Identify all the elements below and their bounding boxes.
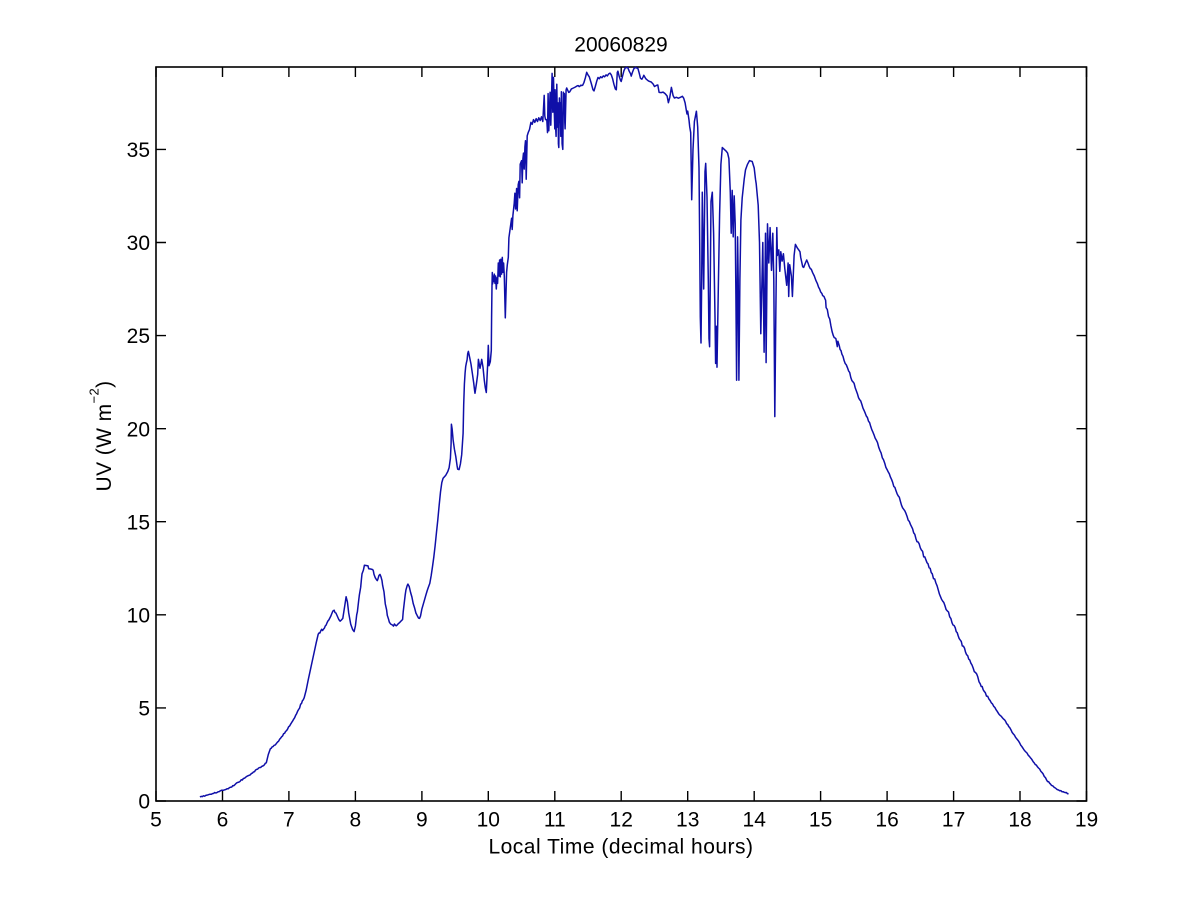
svg-text:15: 15 <box>127 511 150 534</box>
svg-text:35: 35 <box>127 139 150 162</box>
svg-text:18: 18 <box>1008 809 1031 832</box>
svg-text:19: 19 <box>1075 809 1098 832</box>
svg-text:9: 9 <box>416 809 428 832</box>
svg-text:10: 10 <box>477 809 500 832</box>
svg-text:25: 25 <box>127 325 150 348</box>
svg-text:20: 20 <box>127 418 150 441</box>
svg-text:6: 6 <box>217 809 229 832</box>
svg-text:5: 5 <box>150 809 162 832</box>
svg-text:30: 30 <box>127 232 150 255</box>
svg-text:10: 10 <box>127 604 150 627</box>
svg-text:14: 14 <box>743 809 767 832</box>
svg-text:12: 12 <box>610 809 633 832</box>
svg-text:Local Time (decimal hours): Local Time (decimal hours) <box>488 836 753 859</box>
svg-text:5: 5 <box>138 698 150 721</box>
svg-text:0: 0 <box>138 791 150 814</box>
svg-text:16: 16 <box>875 809 898 832</box>
svg-text:15: 15 <box>809 809 832 832</box>
svg-text:17: 17 <box>942 809 965 832</box>
svg-text:8: 8 <box>350 809 362 832</box>
svg-text:7: 7 <box>283 809 295 832</box>
svg-text:13: 13 <box>676 809 699 832</box>
svg-text:20060829: 20060829 <box>574 34 667 57</box>
svg-text:UV (W m−2): UV (W m−2) <box>87 381 117 492</box>
svg-text:11: 11 <box>544 809 566 832</box>
